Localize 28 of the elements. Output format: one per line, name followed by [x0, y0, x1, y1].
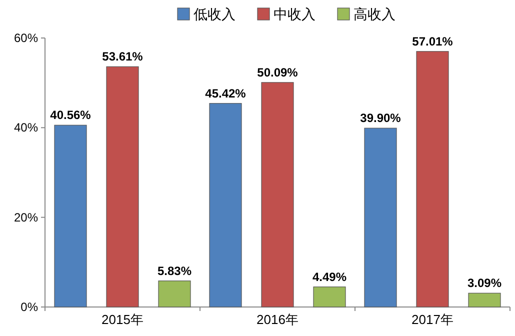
data-label: 40.56% [50, 108, 92, 122]
bar [313, 286, 346, 308]
y-tick-label: 60% [14, 31, 38, 45]
legend-label: 低收入 [194, 6, 236, 22]
bar [261, 82, 294, 308]
y-tick-label: 20% [14, 210, 38, 224]
bar [106, 66, 139, 308]
data-label: 50.09% [257, 65, 298, 80]
data-label: 57.01% [412, 34, 454, 48]
bar [209, 103, 242, 308]
x-tick-label: 2016年 [256, 312, 298, 327]
x-tick-label: 2015年 [102, 312, 144, 327]
bar [364, 128, 397, 308]
bar [54, 124, 87, 308]
bar [158, 280, 191, 308]
data-label: 4.49% [312, 270, 347, 284]
data-label: 3.09% [467, 276, 502, 290]
x-tick-label: 2017年 [412, 312, 454, 327]
bar [468, 292, 501, 308]
data-label: 39.90% [360, 111, 402, 126]
y-tick-label: 40% [14, 120, 38, 135]
bar [416, 51, 449, 308]
y-tick-label: 0% [20, 300, 38, 314]
data-label: 53.61% [102, 50, 144, 64]
data-label: 45.42% [205, 86, 246, 100]
legend-label: 中收入 [274, 6, 316, 22]
data-label: 5.83% [157, 264, 192, 278]
legend-label: 高收入 [354, 6, 396, 22]
